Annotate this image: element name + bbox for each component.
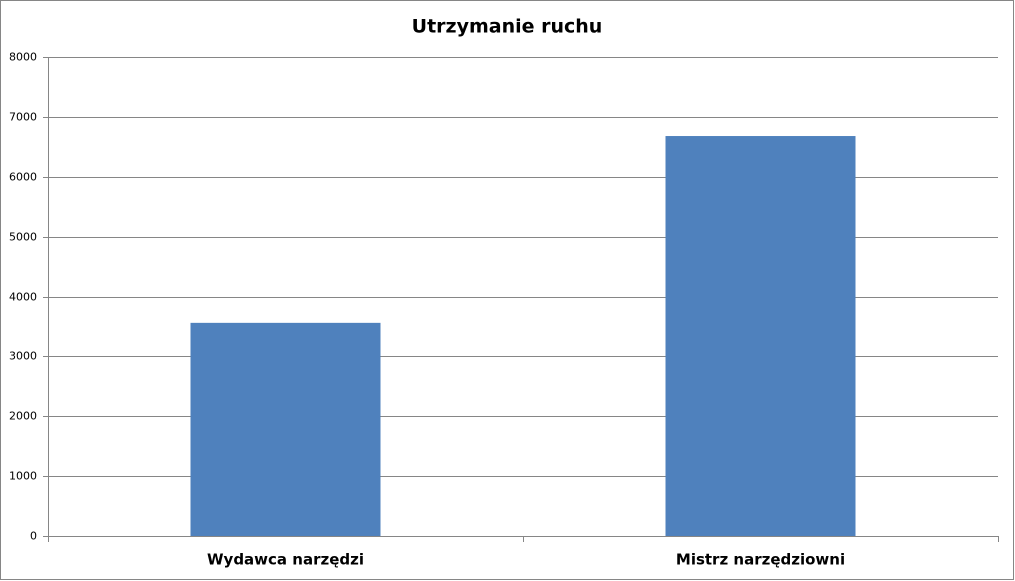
x-tick-label: Wydawca narzędzi xyxy=(207,551,364,569)
y-tick-label: 8000 xyxy=(9,51,37,64)
x-tick-label: Mistrz narzędziowni xyxy=(676,551,845,569)
y-tick-label: 4000 xyxy=(9,291,37,304)
chart-title: Utrzymanie ruchu xyxy=(412,16,603,38)
y-tick-label: 1000 xyxy=(9,470,37,483)
bar xyxy=(190,322,381,536)
y-tick-label: 6000 xyxy=(9,171,37,184)
bar xyxy=(665,136,856,536)
y-tick-label: 7000 xyxy=(9,111,37,124)
y-tick-label: 0 xyxy=(30,530,37,543)
y-tick-label: 5000 xyxy=(9,231,37,244)
y-tick-label: 2000 xyxy=(9,410,37,423)
y-tick-label: 3000 xyxy=(9,350,37,363)
